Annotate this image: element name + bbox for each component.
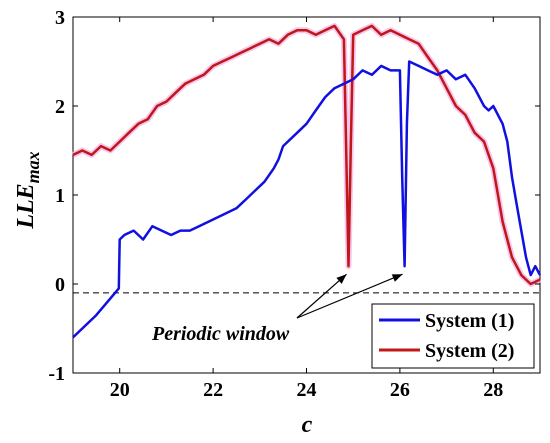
annotation-arrow-line	[296, 273, 347, 319]
y-tick-label: 3	[55, 7, 65, 29]
annotation-arrow-head	[336, 274, 347, 284]
series-layer	[71, 22, 542, 339]
y-tick-label: 1	[55, 185, 65, 207]
annotation-arrow-line	[296, 273, 403, 319]
annotation-periodic-window: Periodic window	[151, 323, 290, 345]
legend-label-system-2: System (2)	[425, 340, 514, 362]
legend: System (1) System (2)	[371, 303, 535, 369]
y-axis-label-main: LLE	[13, 183, 39, 229]
annotation-arrow-head	[391, 274, 403, 282]
y-tick-label: 2	[55, 96, 65, 118]
series-line-system-1	[72, 60, 542, 339]
series-line-system-2	[72, 24, 541, 286]
annotation-layer: Periodic window	[151, 273, 403, 345]
x-axis-label: c	[302, 412, 313, 438]
x-tick-label: 22	[203, 379, 223, 401]
legend-box	[371, 303, 535, 369]
y-tick-label: -1	[48, 363, 65, 385]
series-line-glow-system-2	[71, 22, 542, 287]
x-tick-label: 28	[483, 379, 503, 401]
x-tick-label: 26	[390, 379, 410, 401]
x-tick-label: 20	[110, 379, 130, 401]
y-axis-label-subscript: max	[23, 151, 43, 183]
ticks-layer: 20 22 24 26 28 -1 0 1 2 3	[48, 7, 540, 401]
y-tick-label: 0	[55, 274, 65, 296]
legend-label-system-1: System (1)	[425, 310, 514, 332]
y-axis-label: LLEmax	[13, 151, 43, 229]
x-tick-label: 24	[297, 379, 317, 401]
